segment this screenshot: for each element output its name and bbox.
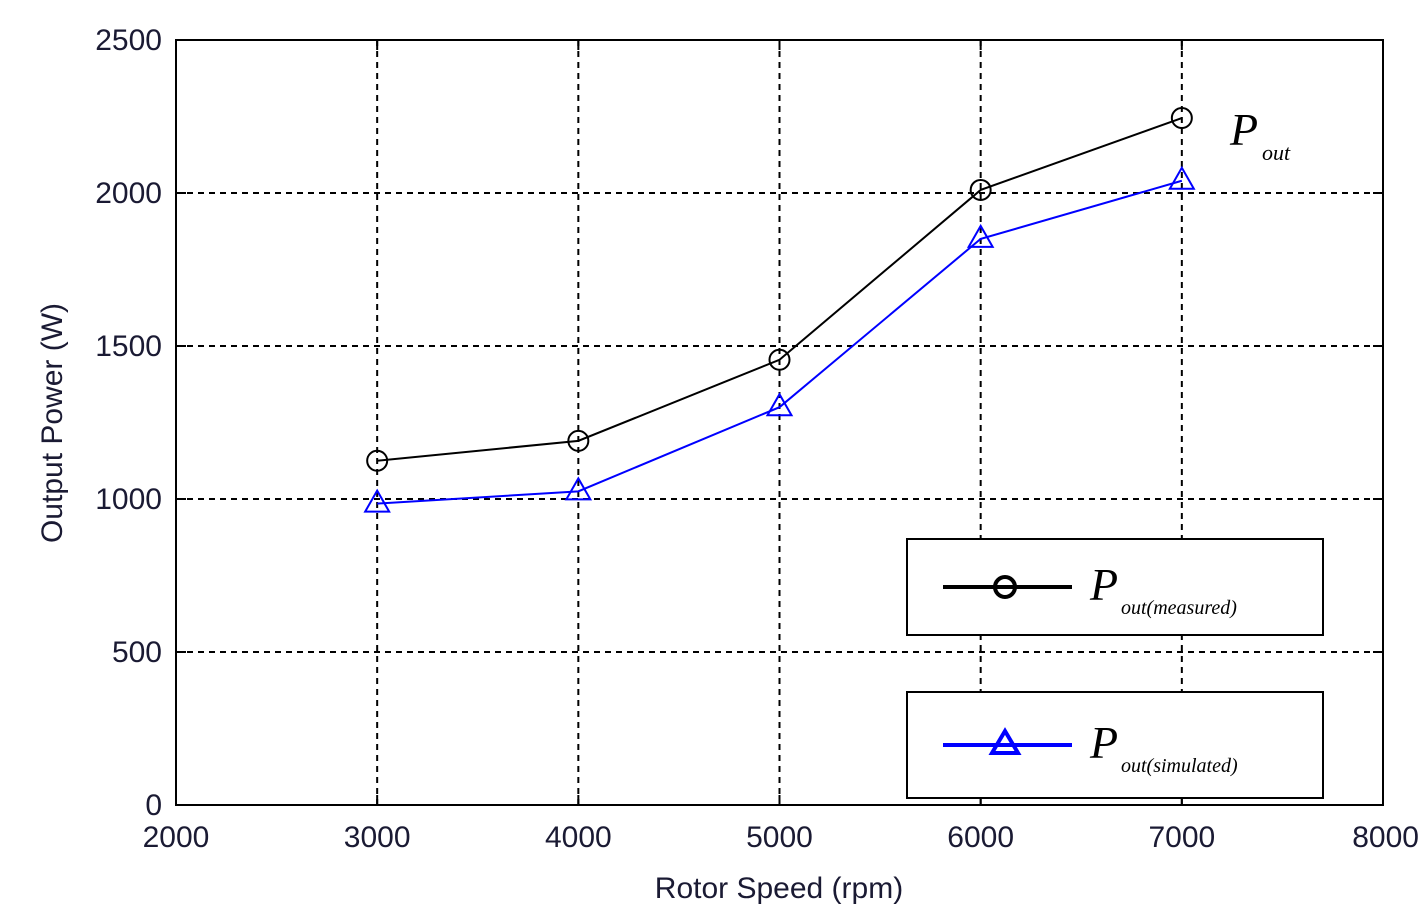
legend-label-simulated-sub: out(simulated) <box>1121 755 1238 777</box>
y-tick-label: 1000 <box>95 483 162 516</box>
data-point <box>1168 165 1196 190</box>
y-tick-label: 2000 <box>95 177 162 210</box>
y-axis-title: Output Power (W) <box>36 303 69 543</box>
annotation-main: P <box>1229 104 1258 155</box>
data-point <box>768 348 791 371</box>
x-tick-label: 8000 <box>1352 821 1419 854</box>
series-line <box>377 117 1183 462</box>
y-tick-label: 500 <box>112 636 162 669</box>
data-point <box>567 429 590 452</box>
y-tick-label: 1500 <box>95 330 162 363</box>
legend-label-measured-sub: out(measured) <box>1121 597 1237 619</box>
annotation-sub: out <box>1262 140 1291 165</box>
y-tick-label: 0 <box>145 789 162 822</box>
legend-label-measured-main: P <box>1089 559 1118 610</box>
data-point <box>564 476 593 501</box>
data-point <box>966 223 995 248</box>
x-tick-label: 2000 <box>143 821 210 854</box>
data-point <box>363 488 391 513</box>
x-axis-title: Rotor Speed (rpm) <box>655 872 903 905</box>
x-tick-label: 6000 <box>947 821 1014 854</box>
grid <box>176 40 1383 805</box>
data-point <box>765 392 794 417</box>
ticks: 2000 3000 4000 5000 6000 7000 8000 0 500 1000 1500… <box>95 24 1419 854</box>
legend-marker-measured <box>993 575 1017 599</box>
x-tick-label: 7000 <box>1148 821 1215 854</box>
data-point <box>969 178 992 201</box>
data-point <box>1170 107 1193 130</box>
legend-simulated: P out(simulated) <box>906 691 1324 799</box>
legend-box-simulated <box>906 691 1324 799</box>
series-layer <box>363 107 1196 513</box>
x-tick-label: 5000 <box>746 821 813 854</box>
x-tick-label: 4000 <box>545 821 612 854</box>
series-simulated <box>363 165 1196 513</box>
legend-label-simulated-main: P <box>1089 717 1118 768</box>
x-tick-label: 3000 <box>344 821 411 854</box>
series-line <box>377 179 1183 505</box>
data-point <box>366 449 389 472</box>
y-tick-label: 2500 <box>95 24 162 57</box>
series-measured <box>366 107 1193 472</box>
legend-measured: P out(measured) <box>906 538 1324 636</box>
legend-marker-simulated <box>988 727 1022 755</box>
annotation-pout: P out <box>1229 104 1291 165</box>
